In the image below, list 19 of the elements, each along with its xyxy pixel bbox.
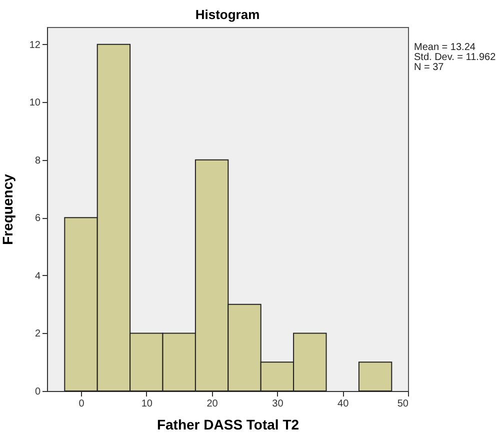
chart-title: Histogram: [195, 7, 260, 22]
y-tick-label: 10: [29, 98, 41, 109]
x-tick-label: 10: [141, 398, 153, 410]
y-tick-label: 8: [34, 155, 41, 166]
y-tick-label: 0: [34, 386, 41, 398]
x-tick-label: 50: [397, 398, 409, 410]
x-axis-title: Father DASS Total T2: [156, 416, 300, 432]
y-tick-label: 4: [34, 270, 41, 282]
y-tick-label: 6: [34, 213, 41, 224]
y-axis-title: Frequency: [0, 174, 16, 245]
y-tick-label: 12: [29, 40, 41, 51]
x-tick-label: 20: [206, 398, 218, 410]
text: Std. Dev. = 11.962: [414, 52, 496, 63]
text: Mean = 13.24: [414, 42, 476, 53]
x-tick-label: 30: [272, 398, 284, 410]
x-tick-label: 0: [78, 398, 85, 410]
text: N = 37: [414, 62, 445, 73]
x-tick-label: 40: [338, 398, 350, 410]
y-tick-label: 2: [34, 328, 41, 340]
